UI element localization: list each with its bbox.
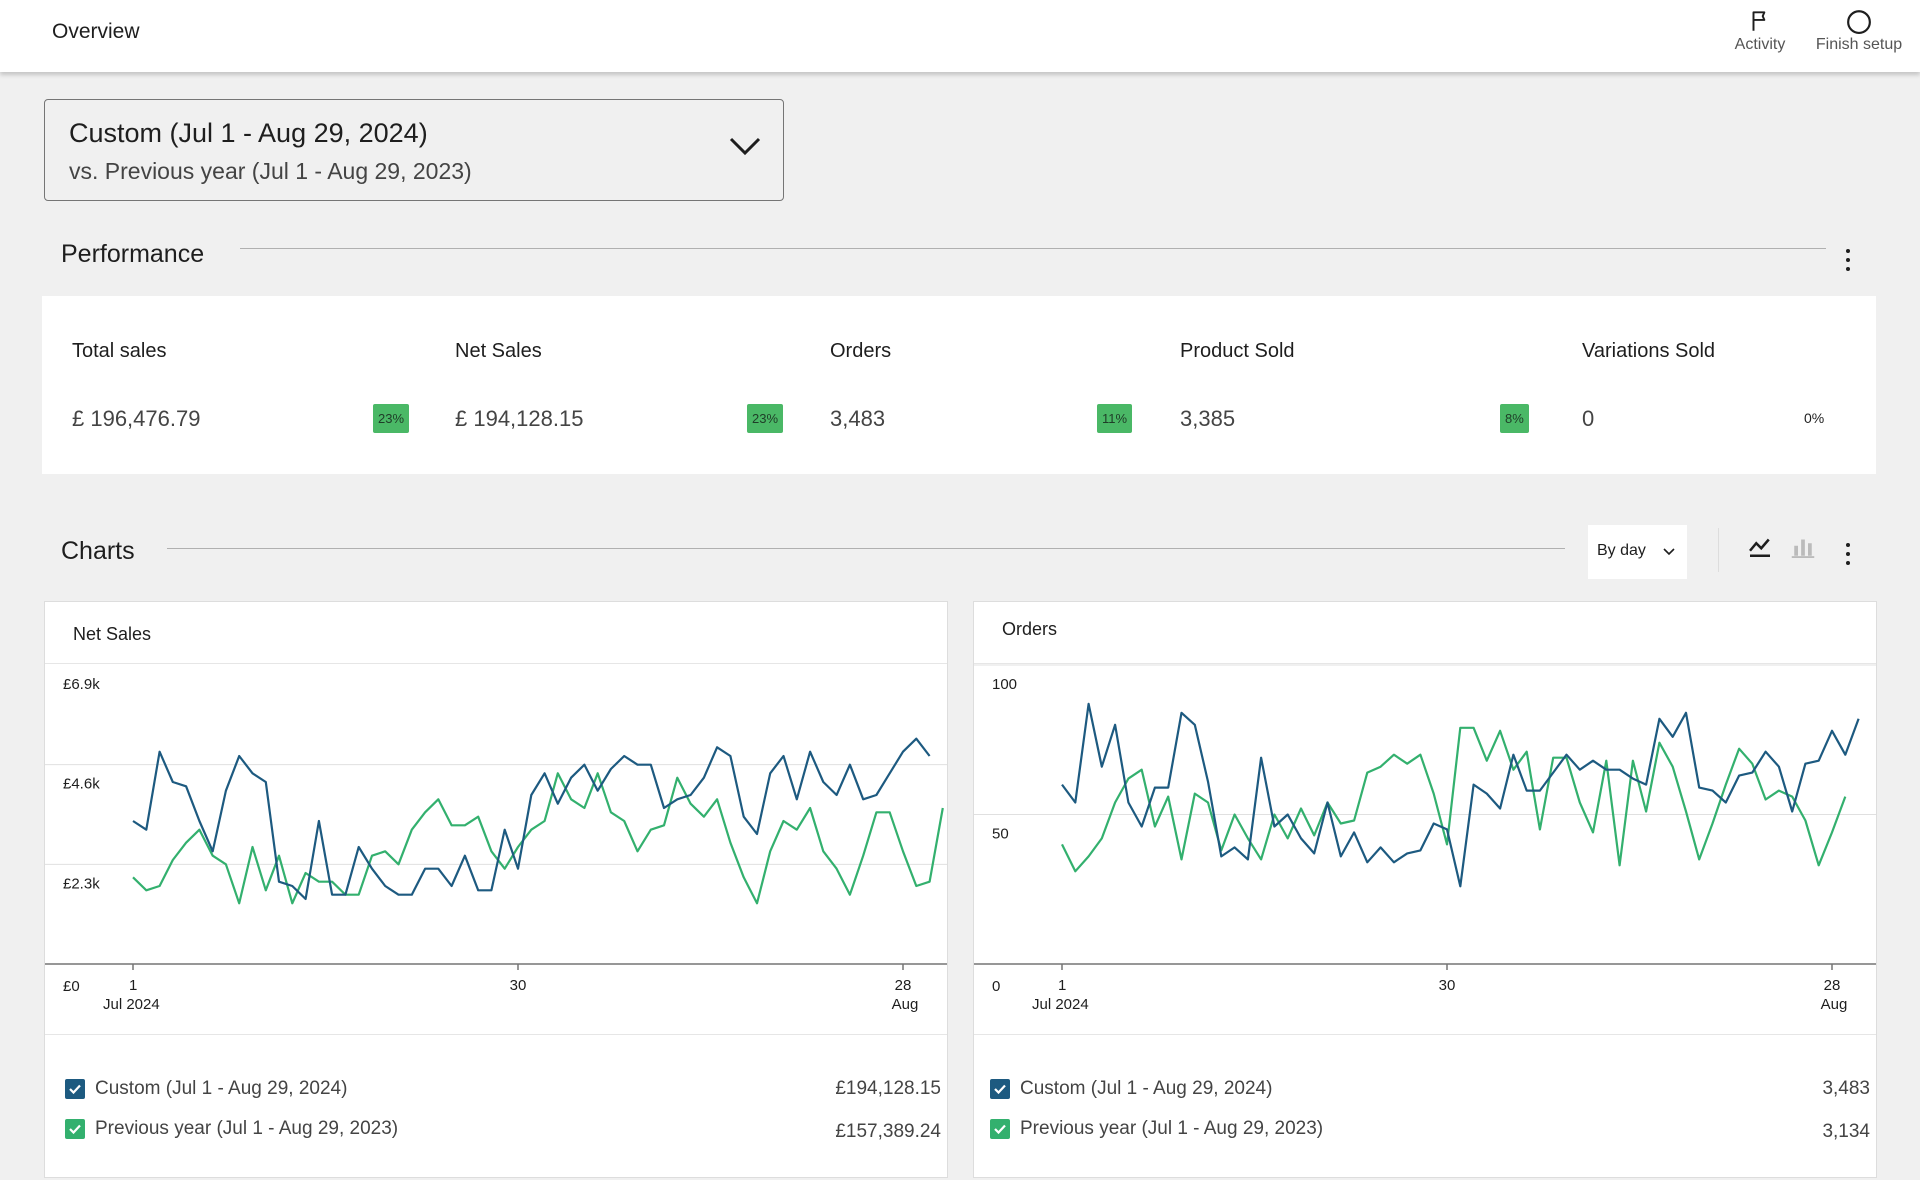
checkbox[interactable] — [990, 1119, 1010, 1139]
x-tick-month-label: Jul 2024 — [1032, 996, 1089, 1013]
metric-label: Orders — [830, 340, 892, 362]
chart-header: Net Sales — [45, 602, 947, 664]
page-title: Overview — [52, 20, 140, 43]
delta-label: 0% — [1804, 410, 1825, 426]
bar-chart-icon — [1791, 539, 1815, 558]
series-line-previous — [1061, 726, 1847, 873]
date-range-primary: Custom (Jul 1 - Aug 29, 2024) — [69, 118, 428, 148]
performance-card: Total sales £ 196,476.79 23% Net Sales £… — [42, 296, 1876, 474]
interval-value: By day — [1597, 542, 1646, 559]
metric-variations-sold[interactable]: Variations Sold 0 0% — [1548, 296, 1876, 474]
legend-label: Custom (Jul 1 - Aug 29, 2024) — [1020, 1078, 1273, 1099]
line-chart-icon — [1749, 538, 1770, 557]
top-bar: Overview Activity Finish setup — [0, 0, 1920, 72]
chart-title: Orders — [1002, 619, 1058, 639]
y-tick-label: £6.9k — [63, 676, 100, 693]
finish-setup-label: Finish setup — [1815, 36, 1903, 53]
activity-button[interactable]: Activity — [1720, 8, 1800, 54]
checkbox[interactable] — [65, 1119, 85, 1139]
metric-net-sales[interactable]: Net Sales £ 194,128.15 23% — [422, 296, 797, 474]
x-tick-month-label: Jul 2024 — [103, 996, 160, 1013]
delta-badge: 23% — [747, 404, 784, 433]
date-range-picker[interactable]: Custom (Jul 1 - Aug 29, 2024) vs. Previo… — [44, 99, 784, 201]
metric-total-sales[interactable]: Total sales £ 196,476.79 23% — [42, 296, 422, 474]
orders-chart-card: Orders 0 50 100 1 Jul 2024 30 28 Aug Custom (Ju… — [973, 601, 1877, 1178]
y-tick-label: £2.3k — [63, 875, 100, 892]
metric-label: Total sales — [72, 340, 167, 362]
legend-value: 3,134 — [1822, 1121, 1870, 1142]
x-tick-month-label: Aug — [1821, 996, 1848, 1013]
x-tick-label: 30 — [510, 977, 527, 994]
x-tick-label: 28 — [895, 977, 912, 994]
y-tick-label: £0 — [63, 978, 80, 995]
legend-label: Custom (Jul 1 - Aug 29, 2024) — [95, 1078, 348, 1099]
line-chart-button[interactable] — [1745, 532, 1775, 562]
interval-select[interactable]: By day — [1588, 525, 1687, 579]
flag-icon — [1752, 11, 1766, 31]
chart-legend: Custom (Jul 1 - Aug 29, 2024) 3,483 Prev… — [974, 1034, 1876, 1180]
metric-label: Variations Sold — [1582, 340, 1716, 362]
metric-value: 3,385 — [1180, 406, 1236, 431]
x-tick-label: 28 — [1824, 977, 1841, 994]
metric-label: Product Sold — [1180, 340, 1295, 362]
charts-more-icon[interactable] — [1838, 539, 1858, 569]
y-tick-label: 50 — [992, 826, 1009, 843]
performance-divider — [240, 248, 1826, 249]
legend-item-current[interactable]: Custom (Jul 1 - Aug 29, 2024) £194,128.1… — [65, 1075, 941, 1105]
net-sales-chart: £0 £2.3k £4.6k £6.9k 1 Jul 2024 30 28 Aug — [45, 676, 947, 1013]
delta-badge: 11% — [1097, 404, 1133, 433]
charts-title: Charts — [61, 537, 135, 565]
finish-setup-button[interactable]: Finish setup — [1806, 8, 1912, 54]
orders-chart: 0 50 100 1 Jul 2024 30 28 Aug — [974, 664, 1876, 1013]
chart-header: Orders — [974, 602, 1876, 664]
toolbar-separator — [1718, 528, 1719, 572]
legend-item-previous[interactable]: Previous year (Jul 1 - Aug 29, 2023) £15… — [65, 1115, 941, 1145]
checkbox[interactable] — [990, 1079, 1010, 1099]
performance-more-icon[interactable] — [1838, 245, 1858, 275]
metric-label: Net Sales — [455, 340, 542, 362]
chevron-down-icon — [729, 137, 761, 156]
legend-item-previous[interactable]: Previous year (Jul 1 - Aug 29, 2023) 3,1… — [990, 1115, 1870, 1145]
metric-product-sold[interactable]: Product Sold 3,385 8% — [1148, 296, 1548, 474]
series-line-previous — [132, 772, 944, 905]
activity-label: Activity — [1734, 36, 1786, 53]
x-tick-label: 30 — [1439, 977, 1456, 994]
performance-title: Performance — [61, 240, 205, 268]
legend-label: Previous year (Jul 1 - Aug 29, 2023) — [95, 1118, 399, 1139]
y-tick-label: 100 — [992, 676, 1017, 693]
legend-value: £194,128.15 — [835, 1078, 941, 1099]
bar-chart-button[interactable] — [1788, 532, 1818, 562]
delta-badge: 8% — [1500, 404, 1529, 433]
series-line-current — [1061, 702, 1860, 888]
metric-value: 0 — [1582, 406, 1595, 431]
series-line-current — [132, 737, 931, 901]
x-tick-month-label: Aug — [892, 996, 919, 1013]
delta-badge: 23% — [373, 404, 410, 433]
legend-value: 3,483 — [1822, 1078, 1870, 1099]
chevron-down-icon — [1663, 548, 1675, 556]
date-range-compare: vs. Previous year (Jul 1 - Aug 29, 2023) — [69, 158, 472, 184]
y-tick-label: £4.6k — [63, 776, 100, 793]
metric-value: 3,483 — [830, 406, 886, 431]
chart-legend: Custom (Jul 1 - Aug 29, 2024) £194,128.1… — [45, 1034, 947, 1180]
metric-value: £ 194,128.15 — [455, 406, 584, 431]
net-sales-chart-card: Net Sales £0 £2.3k £4.6k £6.9k 1 Jul 2024 30 28… — [44, 601, 948, 1178]
metric-orders[interactable]: Orders 3,483 11% — [797, 296, 1148, 474]
legend-label: Previous year (Jul 1 - Aug 29, 2023) — [1020, 1118, 1324, 1139]
chart-title: Net Sales — [73, 624, 152, 644]
circle-icon — [1847, 10, 1871, 34]
x-tick-label: 1 — [129, 977, 137, 994]
y-tick-label: 0 — [992, 978, 1000, 995]
legend-item-current[interactable]: Custom (Jul 1 - Aug 29, 2024) 3,483 — [990, 1075, 1870, 1105]
charts-divider — [167, 548, 1565, 549]
x-tick-label: 1 — [1058, 977, 1066, 994]
legend-value: £157,389.24 — [835, 1121, 941, 1142]
metric-value: £ 196,476.79 — [72, 406, 201, 431]
checkbox[interactable] — [65, 1079, 85, 1099]
